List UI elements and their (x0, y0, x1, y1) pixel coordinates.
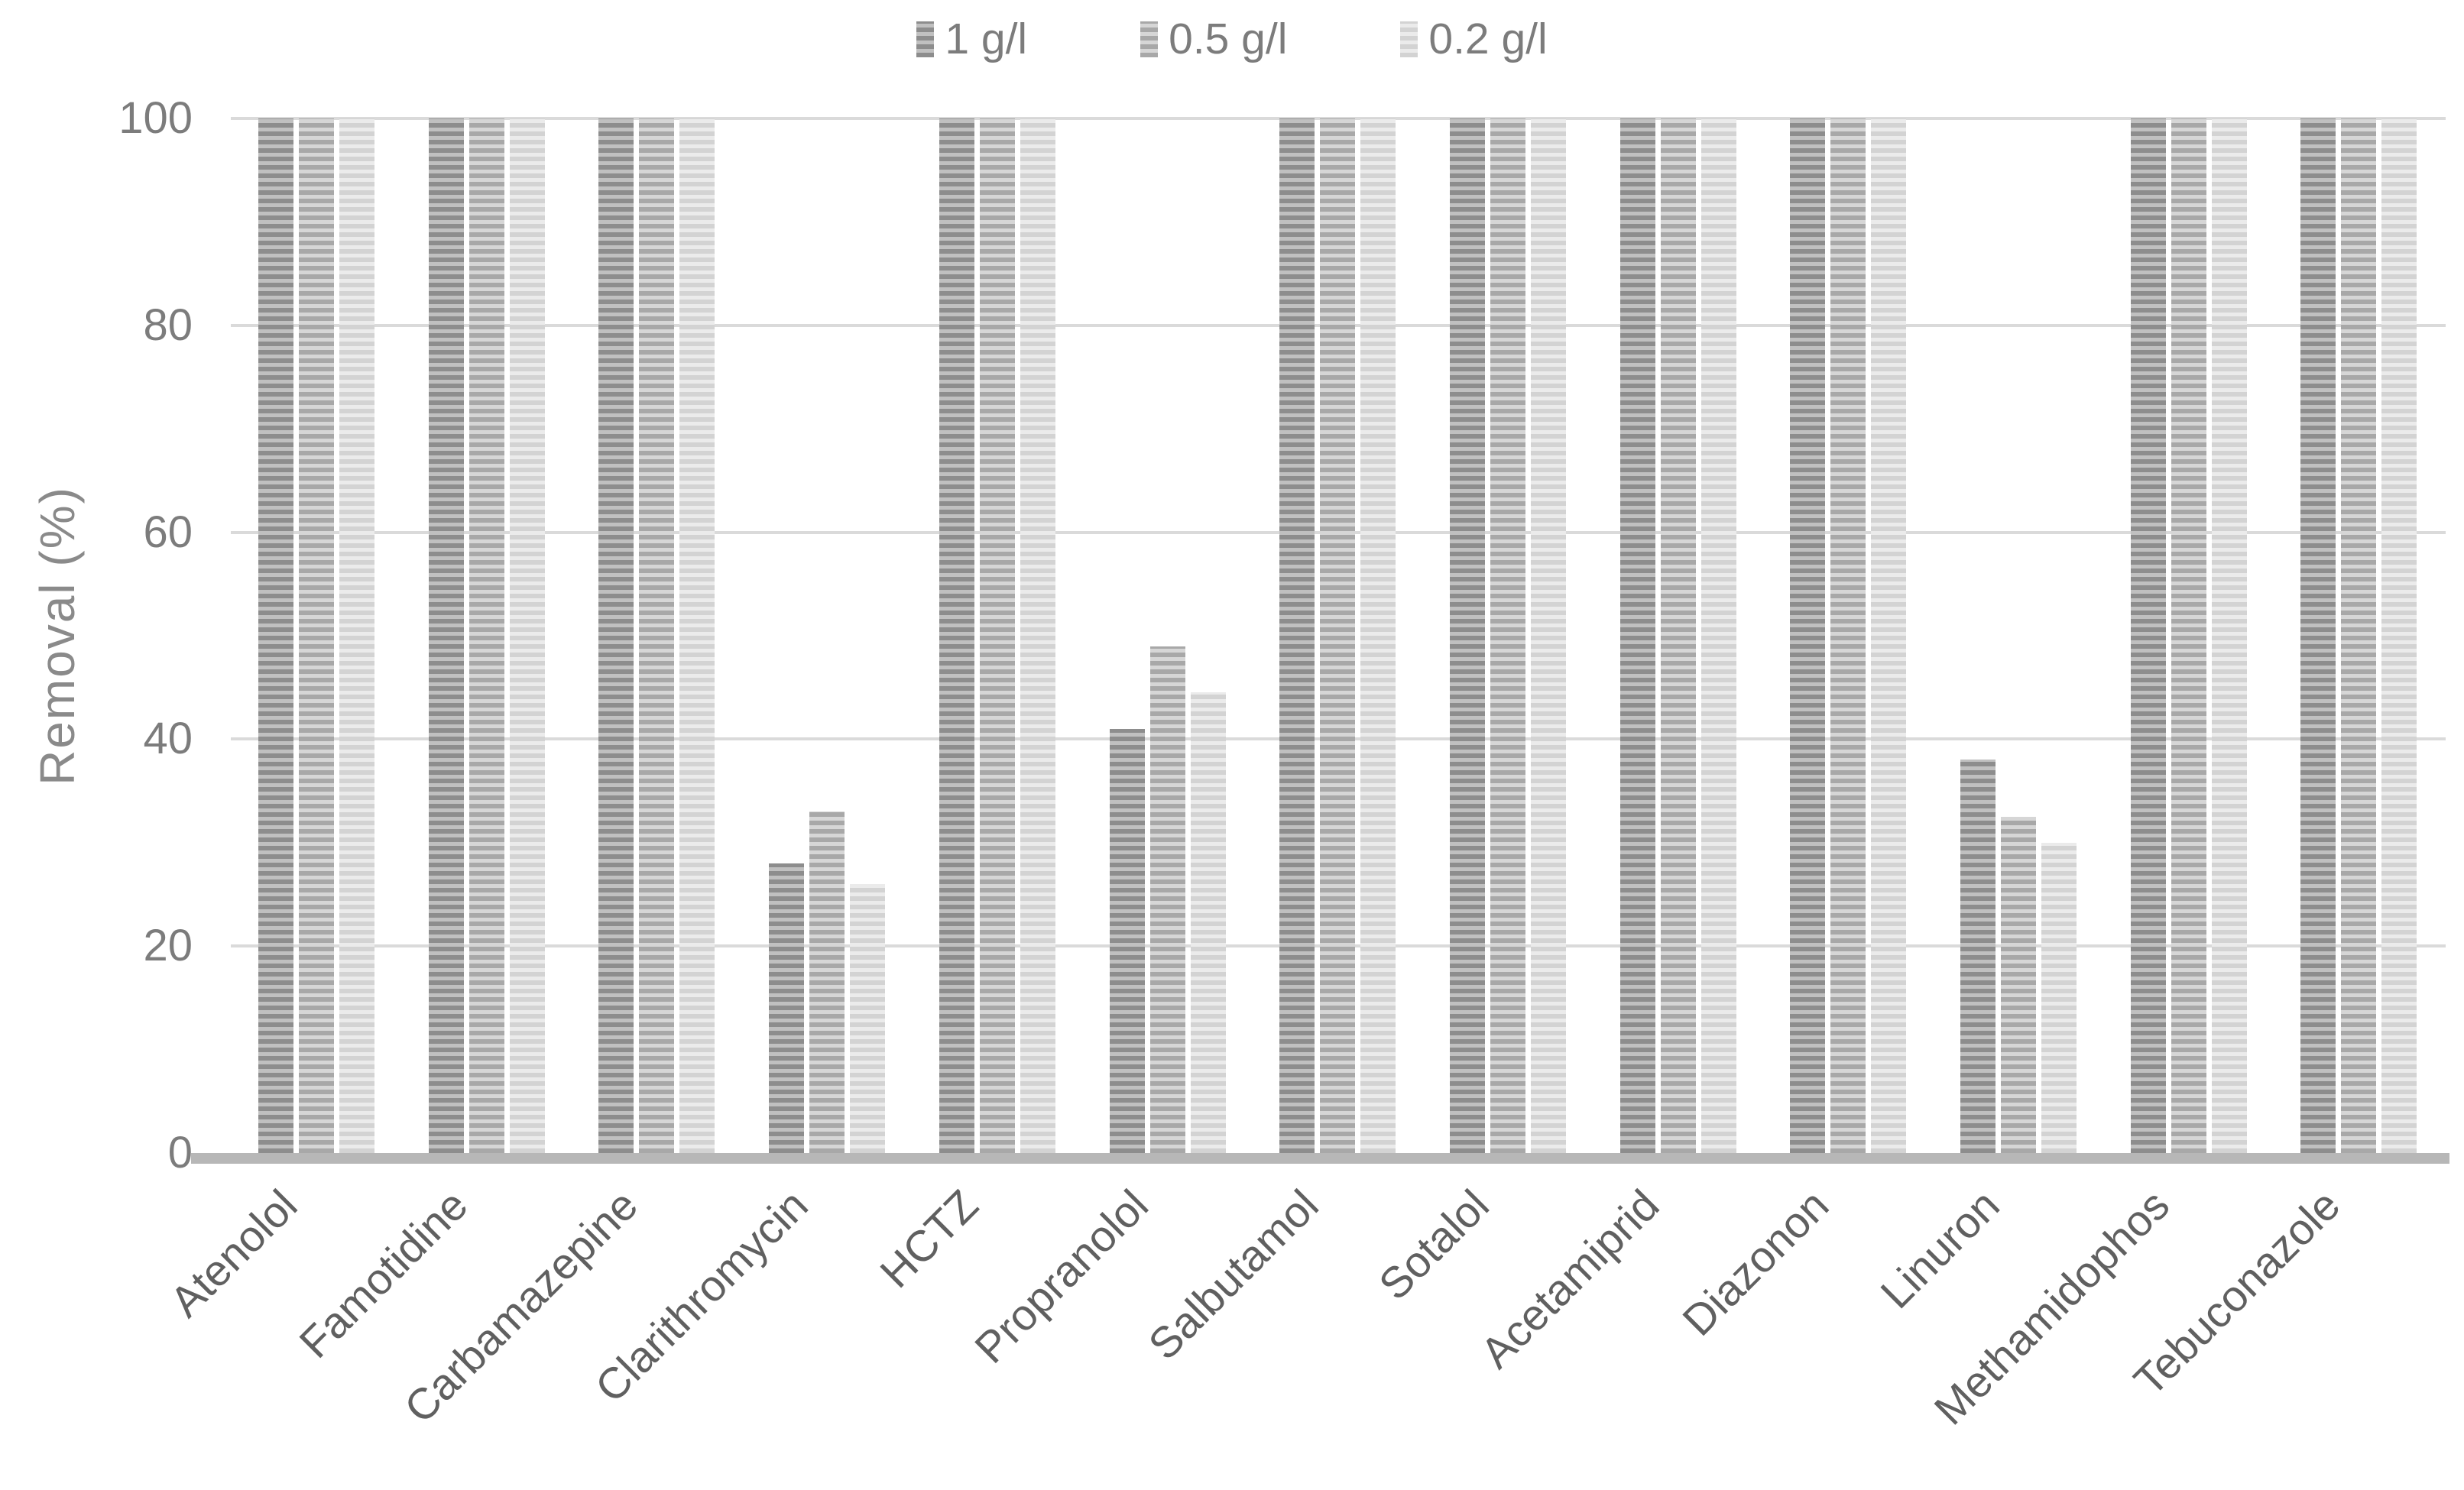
bar-0.5gl-hctz (979, 118, 1015, 1153)
x-tick-label: Famotidine (290, 1181, 478, 1368)
bar-0.5gl-diazonon (1830, 118, 1866, 1153)
bar-1gl-hctz (939, 118, 974, 1153)
bar-0.2gl-acetamiprid (1700, 118, 1736, 1153)
bar-0.5gl-salbutamol (1320, 118, 1356, 1153)
bar-1gl-acetamiprid (1619, 118, 1655, 1153)
x-tick-label: Diazonon (1674, 1181, 1839, 1346)
bar-0.2gl-famotidine (509, 118, 545, 1153)
legend-swatch-icon (1400, 21, 1418, 57)
bar-0.2gl-diazonon (1871, 118, 1907, 1153)
bar-0.2gl-tebuconazole (2381, 118, 2417, 1153)
bar-0.5gl-methamidophos (2171, 118, 2206, 1153)
bar-1gl-carbamazepine (598, 118, 634, 1153)
bar-0.5gl-tebuconazole (2341, 118, 2377, 1153)
y-tick-label: 100 (118, 93, 193, 143)
bar-0.5gl-famotidine (468, 118, 504, 1153)
legend-item: 0.5 g/l (1140, 14, 1288, 63)
bar-1gl-clarithromycin (769, 863, 805, 1153)
x-tick-label: Sotalol (1369, 1181, 1499, 1310)
bar-0.2gl-carbamazepine (679, 118, 715, 1153)
bar-0.2gl-hctz (1020, 118, 1055, 1153)
y-tick-label: 0 (167, 1128, 193, 1177)
y-tick-label: 40 (143, 714, 193, 764)
bar-1gl-linuron (1960, 760, 1996, 1153)
bar-1gl-diazonon (1790, 118, 1826, 1153)
legend: 1 g/l 0.5 g/l 0.2 g/l (0, 11, 2464, 67)
bar-1gl-famotidine (428, 118, 464, 1153)
bar-1gl-methamidophos (2130, 118, 2166, 1153)
bar-0.5gl-sotalol (1490, 118, 1525, 1153)
bar-0.2gl-methamidophos (2211, 118, 2247, 1153)
legend-label: 0.2 g/l (1428, 14, 1548, 63)
legend-swatch-icon (1140, 21, 1159, 57)
bar-1gl-tebuconazole (2300, 118, 2336, 1153)
bar-0.2gl-salbutamol (1360, 118, 1396, 1153)
bar-0.2gl-atenolol (339, 118, 374, 1153)
plot-area (231, 117, 2446, 1153)
legend-item: 0.2 g/l (1400, 14, 1548, 63)
bar-1gl-sotalol (1449, 118, 1485, 1153)
legend-item: 1 g/l (916, 14, 1028, 63)
bar-1gl-propranolol (1109, 728, 1145, 1153)
x-axis-line (191, 1153, 2449, 1164)
bar-0.2gl-clarithromycin (850, 883, 886, 1153)
bar-0.5gl-linuron (2001, 816, 2036, 1153)
bar-0.5gl-atenolol (299, 118, 334, 1153)
bar-0.2gl-propranolol (1190, 692, 1226, 1153)
x-tick-label: Acetamiprid (1470, 1181, 1669, 1378)
bar-0.5gl-carbamazepine (639, 118, 675, 1153)
bar-1gl-salbutamol (1279, 118, 1315, 1153)
legend-swatch-icon (916, 21, 935, 57)
x-tick-label: Atenolol (160, 1181, 307, 1327)
bar-0.2gl-linuron (2041, 842, 2077, 1153)
legend-label: 0.5 g/l (1169, 14, 1288, 63)
y-tick-label: 80 (143, 300, 193, 350)
y-tick-label: 60 (143, 507, 193, 557)
x-tick-label: HCTZ (871, 1181, 988, 1297)
bar-0.2gl-sotalol (1530, 118, 1566, 1153)
bar-0.5gl-clarithromycin (809, 811, 845, 1153)
bar-1gl-atenolol (258, 118, 293, 1153)
x-tick-label: Propranolol (965, 1181, 1158, 1373)
bar-0.5gl-propranolol (1149, 646, 1185, 1153)
x-tick-label: Linuron (1871, 1181, 2009, 1318)
x-tick-label: Salbutamol (1139, 1181, 1328, 1370)
y-tick-label: 20 (143, 921, 193, 971)
bar-0.5gl-acetamiprid (1660, 118, 1696, 1153)
legend-label: 1 g/l (945, 14, 1028, 63)
